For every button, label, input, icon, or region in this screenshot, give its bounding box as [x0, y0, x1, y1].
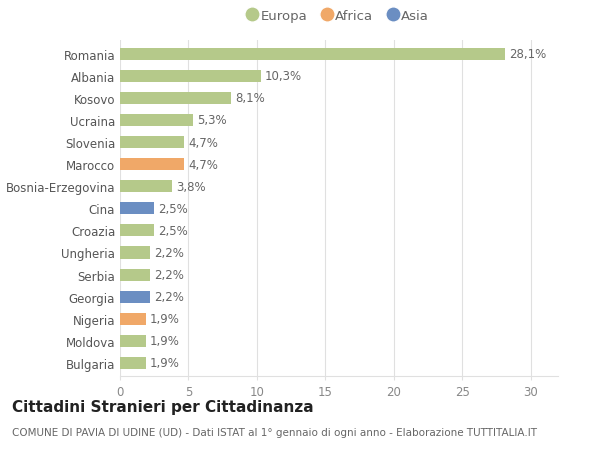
Text: 1,9%: 1,9% — [150, 335, 180, 347]
Bar — [120, 93, 231, 105]
Bar — [120, 291, 150, 303]
Bar — [120, 49, 505, 61]
Bar — [120, 71, 261, 83]
Bar — [120, 313, 146, 325]
Text: 8,1%: 8,1% — [235, 92, 265, 105]
Bar — [120, 335, 146, 347]
Bar — [120, 115, 193, 127]
Text: 2,2%: 2,2% — [154, 269, 184, 281]
Bar — [120, 269, 150, 281]
Text: COMUNE DI PAVIA DI UDINE (UD) - Dati ISTAT al 1° gennaio di ogni anno - Elaboraz: COMUNE DI PAVIA DI UDINE (UD) - Dati IST… — [12, 427, 537, 437]
Text: Cittadini Stranieri per Cittadinanza: Cittadini Stranieri per Cittadinanza — [12, 399, 314, 414]
Text: 2,2%: 2,2% — [154, 291, 184, 303]
Text: 10,3%: 10,3% — [265, 70, 302, 83]
Bar — [120, 357, 146, 369]
Text: 2,5%: 2,5% — [158, 202, 188, 215]
Text: 3,8%: 3,8% — [176, 180, 206, 193]
Bar — [120, 137, 184, 149]
Bar — [120, 159, 184, 171]
Text: 2,5%: 2,5% — [158, 224, 188, 237]
Bar — [120, 203, 154, 215]
Legend: Europa, Africa, Asia: Europa, Africa, Asia — [244, 5, 434, 28]
Text: 2,2%: 2,2% — [154, 246, 184, 259]
Text: 4,7%: 4,7% — [188, 158, 218, 171]
Text: 1,9%: 1,9% — [150, 357, 180, 369]
Text: 1,9%: 1,9% — [150, 313, 180, 325]
Bar — [120, 247, 150, 259]
Text: 5,3%: 5,3% — [197, 114, 226, 127]
Bar — [120, 225, 154, 237]
Text: 4,7%: 4,7% — [188, 136, 218, 149]
Text: 28,1%: 28,1% — [509, 48, 546, 61]
Bar — [120, 181, 172, 193]
